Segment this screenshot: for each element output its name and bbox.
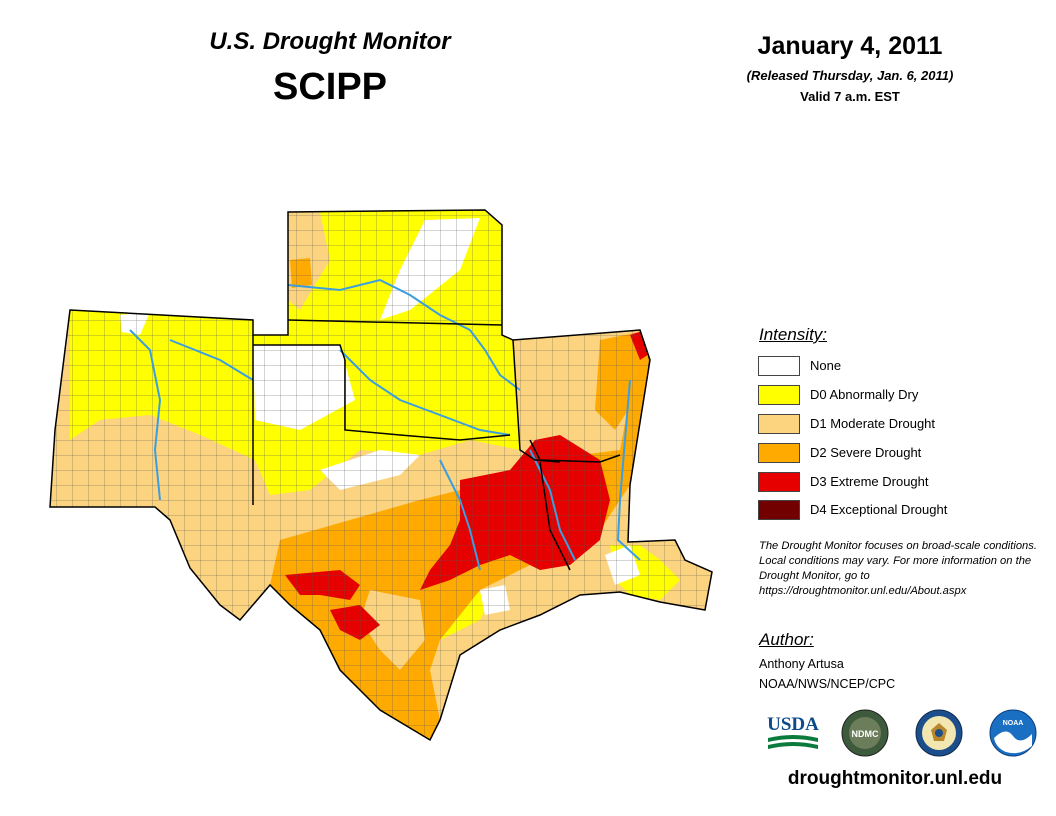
- region-title: SCIPP: [272, 66, 388, 108]
- legend-title: Intensity:: [759, 325, 828, 344]
- legend-swatch: [758, 500, 800, 520]
- region-outline: [49, 209, 713, 742]
- drought-zones: [50, 210, 712, 740]
- border-ok-tx: [344, 360, 511, 441]
- legend-swatch: [758, 356, 800, 376]
- border-panhandle: [253, 344, 346, 361]
- border-ks-ok: [287, 319, 503, 326]
- legend-note: The Drought Monitor focuses on broad-sca…: [759, 540, 1037, 597]
- border-tx-la: [539, 461, 571, 571]
- river-red: [339, 349, 511, 436]
- map-date: January 4, 2011: [757, 32, 943, 60]
- author-org: NOAA/NWS/NCEP/CPC: [759, 677, 896, 691]
- county-lines: [50, 210, 712, 740]
- river-brazos: [439, 459, 481, 571]
- legend-swatch: [758, 443, 800, 463]
- legend-label: D2 Severe Drought: [810, 445, 922, 460]
- ndmc-logo-text: NDMC: [852, 729, 879, 739]
- legend-label: D1 Moderate Drought: [810, 416, 936, 431]
- usda-logo-text: USDA: [767, 714, 819, 735]
- map-title: U.S. Drought Monitor: [209, 28, 451, 55]
- usda-logo: USDA: [767, 714, 819, 749]
- river-canadian: [169, 339, 254, 381]
- drought-map: [49, 209, 713, 742]
- legend-swatch: [758, 414, 800, 434]
- rivers: [129, 278, 641, 571]
- legend-swatch: [758, 385, 800, 405]
- river-sabine: [529, 449, 576, 561]
- legend-label: D4 Exceptional Drought: [810, 502, 948, 517]
- noaa-logo-text: NOAA: [1003, 720, 1024, 727]
- website-link[interactable]: droughtmonitor.unl.edu: [787, 768, 1003, 789]
- state-borders: [252, 319, 621, 571]
- legend-label: None: [810, 358, 842, 373]
- legend-label: D3 Extreme Drought: [810, 474, 929, 489]
- legend-swatch: [758, 472, 800, 492]
- border-ar-la: [529, 439, 621, 463]
- author-name: Anthony Artusa: [759, 657, 844, 671]
- noaa-logo: NOAA: [989, 709, 1037, 757]
- author-title: Author:: [759, 630, 814, 649]
- valid-time: Valid 7 a.m. EST: [800, 89, 900, 104]
- river-arkansas: [287, 278, 521, 391]
- ndmc-logo: NDMC: [841, 709, 889, 757]
- release-date: (Released Thursday, Jan. 6, 2011): [746, 68, 954, 83]
- legend-label: D0 Abnormally Dry: [810, 387, 919, 402]
- river-mississippi: [616, 379, 641, 561]
- river-rio-grande: [129, 329, 162, 501]
- commerce-seal: [915, 709, 963, 757]
